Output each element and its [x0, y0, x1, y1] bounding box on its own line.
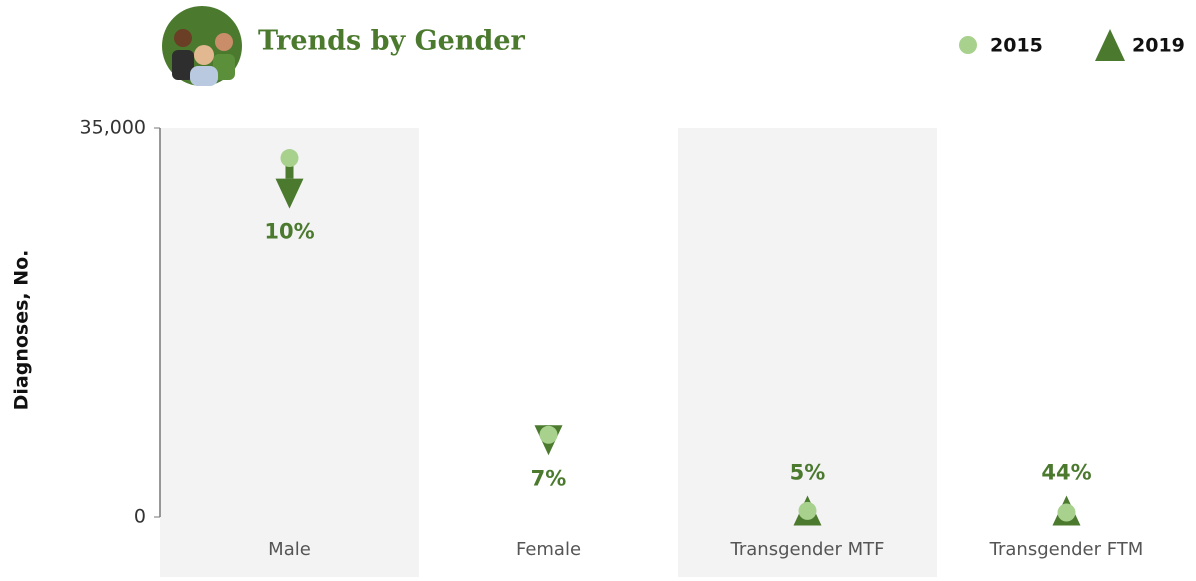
x-tick-label: Male — [268, 539, 311, 560]
change-label: 10% — [264, 220, 314, 244]
chart-title: Trends by Gender — [258, 26, 526, 57]
marker-2015 — [799, 502, 817, 520]
legend-marker — [1095, 29, 1125, 61]
y-tick-label: 35,000 — [80, 117, 146, 139]
marker-2015 — [540, 426, 558, 444]
x-tick-label: Transgender FTM — [989, 539, 1144, 560]
legend-label: 2019 — [1132, 35, 1185, 57]
legend-marker — [959, 36, 977, 54]
y-tick-label: 0 — [134, 506, 146, 528]
change-label: 44% — [1041, 461, 1091, 485]
change-label: 5% — [790, 461, 826, 485]
legend-label: 2015 — [990, 35, 1043, 57]
title-icon — [162, 6, 242, 86]
x-tick-label: Female — [516, 539, 581, 560]
marker-2015 — [281, 149, 299, 167]
change-label: 7% — [531, 466, 567, 490]
marker-2015 — [1058, 504, 1076, 522]
x-tick-label: Transgender MTF — [730, 539, 885, 560]
chart: Trends by Gender Diagnoses, No. 0 35,000 2… — [0, 0, 1196, 577]
y-axis-label: Diagnoses, No. — [11, 250, 33, 411]
